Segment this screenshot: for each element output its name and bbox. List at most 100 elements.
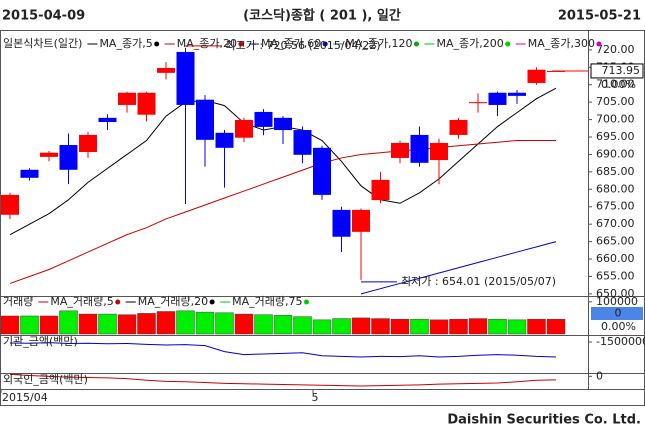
candle-body <box>59 145 78 170</box>
volume-bar <box>215 312 234 335</box>
legend-label: MA_종가,200 <box>436 37 503 50</box>
legend-dot <box>322 41 328 47</box>
y-tick-label: 685.00 <box>596 165 635 178</box>
volume-bar <box>429 319 449 335</box>
candle-body <box>293 130 312 155</box>
panel-title: 외국인_금액(백만) <box>3 373 88 386</box>
candle-body <box>176 51 195 105</box>
panel-title: 기관_금액(백만) <box>3 335 78 348</box>
footer: Daishin Securities Co. Ltd. <box>447 413 641 428</box>
candle-body <box>98 117 117 123</box>
y-tick-label: 690.00 <box>596 147 635 160</box>
legend-label: MA_거래량,20 <box>138 295 208 308</box>
y-tick-label: 720.00 <box>596 43 635 56</box>
candle-body <box>527 69 546 83</box>
y-tick-label: -1500000 <box>596 335 645 348</box>
legend-label: MA_거래량,5 <box>50 295 113 308</box>
y-tick-label: 100000 <box>596 295 638 308</box>
current-box <box>591 307 643 320</box>
x-tick-label: 5 <box>312 391 319 404</box>
candle-body <box>313 147 331 195</box>
volume-bar <box>312 319 332 335</box>
y-tick-label: 670.00 <box>596 217 635 230</box>
ma-line <box>9 140 556 284</box>
legend-dot <box>115 299 121 305</box>
y-tick-label: 705.00 <box>596 95 635 108</box>
volume-bar <box>98 313 117 335</box>
candle-body <box>157 67 175 73</box>
start-date: 2015-04-09 <box>2 9 85 24</box>
volume-bar <box>449 318 468 335</box>
volume-bar <box>20 315 39 335</box>
candle-body <box>235 119 253 138</box>
volume-bar <box>488 318 507 335</box>
y-tick-label: 700.00 <box>596 113 635 126</box>
y-tick-label: 660.00 <box>596 252 635 265</box>
y-tick-label: 655.00 <box>596 269 635 282</box>
candle-body <box>332 209 351 237</box>
candle-body <box>410 134 429 163</box>
annotation: 최고가 : 720.56 (2015/04/22) <box>226 39 381 52</box>
volume-bar <box>507 319 527 335</box>
candle-body <box>215 132 234 148</box>
y-tick-label: 680.00 <box>596 182 635 195</box>
current-value: 713.95 <box>602 64 641 77</box>
panel-title: 거래량 <box>3 295 33 308</box>
volume-bar <box>390 318 410 335</box>
volume-bar <box>332 318 351 335</box>
end-date: 2015-05-21 <box>558 9 641 24</box>
volume-bar <box>0 315 20 335</box>
volume-bar <box>351 317 371 335</box>
candle-body <box>196 99 214 140</box>
volume-bar <box>78 313 98 335</box>
y-tick-label: 695.00 <box>596 130 635 143</box>
candle-body <box>391 142 409 158</box>
volume-bar <box>195 311 215 335</box>
volume-bar <box>410 318 429 335</box>
volume-bar <box>371 318 390 335</box>
legend-label: MA_거래량,75 <box>232 295 302 308</box>
current-change: 0.00% <box>601 320 636 333</box>
candle-body <box>79 134 97 153</box>
legend-dot <box>413 41 419 47</box>
candle-body <box>118 92 136 105</box>
legend-label: MA_종가,20 <box>177 37 237 50</box>
volume-bar <box>156 311 176 335</box>
candle-body <box>352 209 370 232</box>
x-tick-label: 2015/04 <box>2 391 48 404</box>
y-tick-label: 675.00 <box>596 200 635 213</box>
volume-bar <box>273 315 293 335</box>
candle-body <box>1 194 19 215</box>
candle-body <box>508 92 526 96</box>
legend-dot <box>596 41 602 47</box>
candle-body <box>488 92 507 105</box>
volume-bar <box>234 313 254 335</box>
candle-body <box>430 142 448 161</box>
legend-dot <box>505 41 511 47</box>
current-value: 0 <box>615 307 622 320</box>
legend-label: MA_종가,120 <box>345 37 412 50</box>
ma-line <box>360 241 557 295</box>
flow-line <box>9 373 557 387</box>
candle-body <box>254 111 273 127</box>
volume-bar <box>176 310 195 335</box>
volume-bar <box>254 314 273 335</box>
volume-bar <box>546 318 566 335</box>
volume-bar <box>137 313 156 335</box>
annotation: 최저가 : 654.01 (2015/05/07) <box>401 275 556 288</box>
legend-dot <box>304 299 309 305</box>
candle-body <box>371 179 390 201</box>
legend-dot <box>238 41 244 47</box>
y-tick-label: 665.00 <box>596 235 635 248</box>
candle-body <box>20 169 39 178</box>
candle-body <box>469 102 487 104</box>
legend-dot <box>154 41 160 47</box>
volume-bar <box>59 310 78 335</box>
y-tick-label: 650.00 <box>596 287 635 300</box>
candle-body <box>40 152 58 157</box>
volume-bar <box>293 316 312 335</box>
volume-bar <box>468 318 488 335</box>
volume-bar <box>527 318 546 335</box>
